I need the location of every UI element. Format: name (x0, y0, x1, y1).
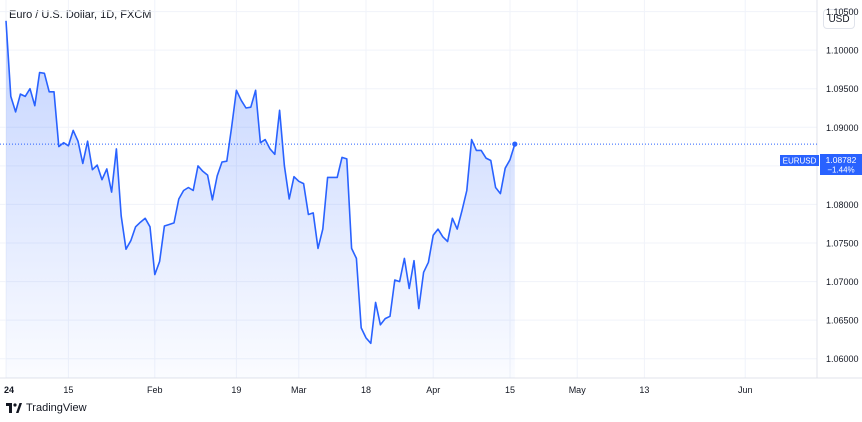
last-point-marker (512, 141, 518, 147)
price-tag-value: 1.08782 (826, 155, 857, 165)
price-tag-bg (820, 154, 862, 175)
currency-button[interactable]: USD (823, 9, 855, 29)
tradingview-brand[interactable]: TradingView (6, 402, 87, 414)
x-tick-label: Jun (738, 385, 753, 395)
y-tick-label: 1.09000 (826, 123, 859, 133)
symbol-tag-label: EURUSD (783, 157, 817, 166)
y-tick-label: 1.10000 (826, 46, 859, 56)
x-tick-label: 15 (63, 385, 73, 395)
price-tag: EURUSD 1.08782 −1.44% (780, 154, 862, 175)
y-tick-label: 1.07500 (826, 239, 859, 249)
x-tick-label: 19 (231, 385, 241, 395)
y-tick-label: 1.09500 (826, 84, 859, 94)
x-tick-label: May (569, 385, 587, 395)
y-tick-label: 1.06500 (826, 316, 859, 326)
y-tick-label: 1.07000 (826, 277, 859, 287)
symbol-tag-bg (780, 155, 819, 166)
tradingview-logo-icon (6, 403, 22, 413)
x-tick-label: 15 (505, 385, 515, 395)
x-tick-label: 18 (361, 385, 371, 395)
price-tag-change: −1.44% (827, 166, 854, 175)
x-tick-label: Apr (426, 385, 440, 395)
y-tick-label: 1.08000 (826, 200, 859, 210)
y-tick-label: 1.06000 (826, 354, 859, 364)
y-tick-label: 1.10500 (826, 7, 859, 17)
x-tick-label: Mar (291, 385, 307, 395)
x-tick-label: 24 (4, 385, 14, 395)
x-tick-label: 13 (639, 385, 649, 395)
series-line (5, 20, 516, 345)
series-area (6, 20, 515, 379)
brand-name: TradingView (26, 402, 87, 414)
x-tick-label: Feb (147, 385, 163, 395)
